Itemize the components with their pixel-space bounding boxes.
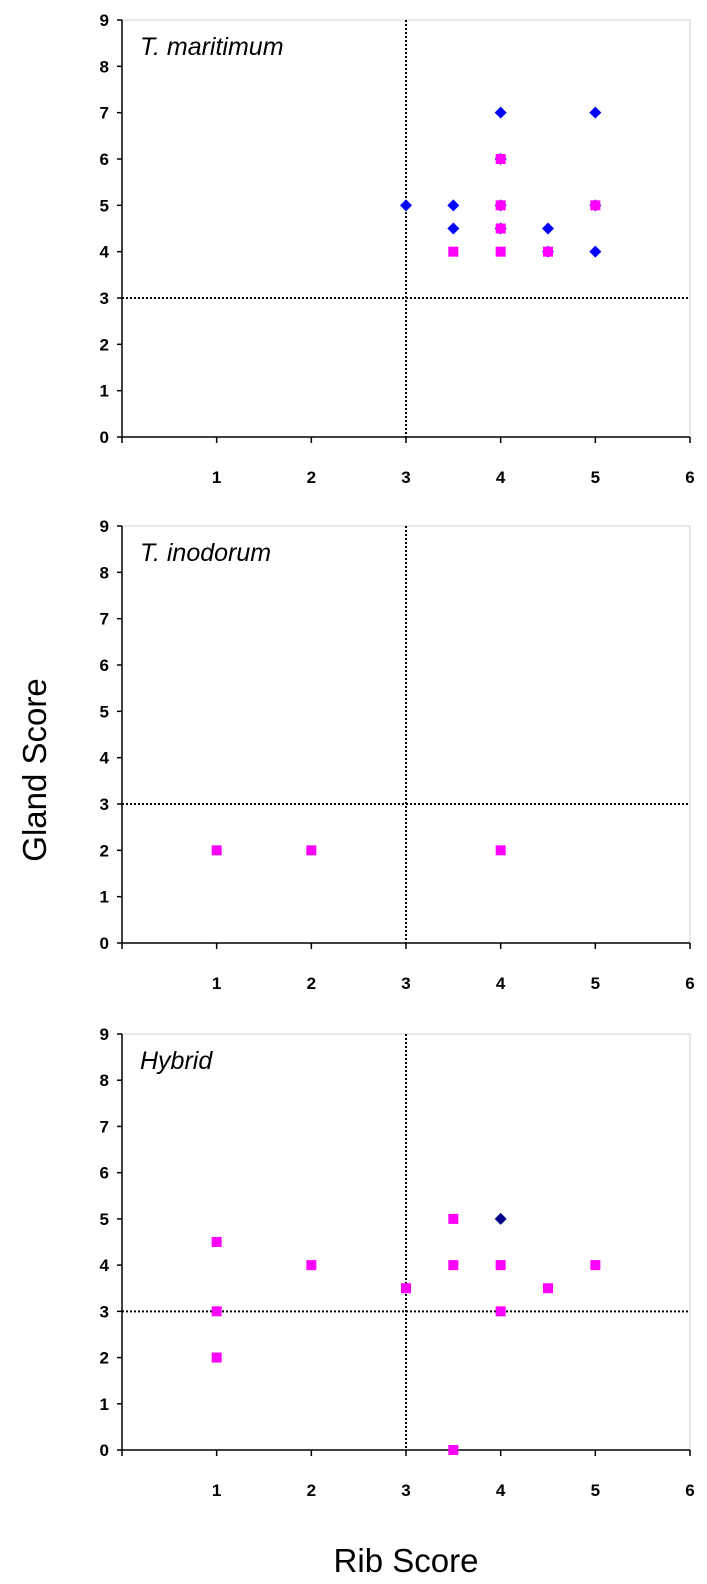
- x-tick-label: 2: [307, 1481, 316, 1500]
- panel-title: T. inodorum: [140, 539, 271, 567]
- y-tick-label: 6: [100, 150, 109, 169]
- x-tick-label: 4: [496, 974, 506, 993]
- x-tick-label: 4: [496, 1481, 506, 1500]
- panel-title: Hybrid: [140, 1047, 213, 1075]
- data-point: [494, 1212, 507, 1225]
- data-point: [448, 1213, 459, 1224]
- x-tick-label: 3: [401, 974, 410, 993]
- data-point: [495, 246, 506, 257]
- data-point: [495, 1306, 506, 1317]
- data-point: [448, 1260, 459, 1271]
- y-tick-label: 4: [100, 243, 110, 262]
- data-point: [590, 200, 601, 211]
- data-point: [211, 1352, 222, 1363]
- panel-1: 0 1 2 3 4 5 6 7 8 9 1 2 3 4 5 6 T. maritimum: [100, 11, 695, 487]
- data-point: [211, 1306, 222, 1317]
- data-point: [495, 845, 506, 856]
- y-tick-label: 1: [100, 888, 109, 907]
- x-tick-label: 2: [307, 974, 316, 993]
- y-tick-label: 7: [100, 104, 109, 123]
- data-point: [400, 199, 412, 212]
- data-point: [211, 1237, 222, 1247]
- x-tick-label: 6: [685, 974, 694, 993]
- series-2: [494, 1212, 507, 1225]
- data-point: [495, 200, 506, 211]
- y-tick-label: 1: [100, 382, 109, 401]
- data-point: [590, 1260, 601, 1271]
- y-tick-label: 8: [100, 57, 109, 76]
- panel-title: T. maritimum: [140, 33, 284, 61]
- panel-3: 0 1 2 3 4 5 6 7 8 9 1 2 3 4 5 6 Hybrid: [100, 1025, 695, 1500]
- x-tick-label: 2: [307, 468, 316, 487]
- y-tick-label: 3: [100, 795, 109, 814]
- y-tick-label: 8: [100, 563, 109, 582]
- y-tick-label: 2: [100, 335, 109, 354]
- y-tick-label: 6: [100, 656, 109, 675]
- x-tick-label: 3: [401, 1481, 410, 1500]
- data-point: [589, 245, 602, 258]
- x-tick-label: 5: [591, 468, 600, 487]
- data-point: [448, 246, 459, 257]
- y-axis-label: Gland Score: [16, 678, 53, 861]
- data-point: [495, 154, 506, 164]
- data-point: [211, 845, 222, 856]
- y-tick-label: 1: [100, 1395, 109, 1414]
- data-point: [495, 223, 506, 234]
- x-tick-label: 6: [685, 468, 694, 487]
- data-point: [448, 1445, 459, 1455]
- data-point: [495, 1260, 506, 1271]
- x-tick-label: 4: [496, 468, 506, 487]
- data-point: [306, 845, 317, 856]
- x-tick-label: 5: [591, 1481, 600, 1500]
- y-tick-label: 8: [100, 1071, 109, 1090]
- data-point: [542, 222, 554, 235]
- y-tick-label: 9: [100, 517, 109, 536]
- x-tick-label: 1: [212, 1481, 221, 1500]
- x-tick-label: 3: [401, 468, 410, 487]
- y-tick-label: 4: [100, 749, 110, 768]
- y-tick-label: 0: [100, 1441, 109, 1460]
- y-tick-label: 3: [100, 289, 109, 308]
- y-tick-label: 9: [100, 1025, 109, 1044]
- y-tick-label: 3: [100, 1302, 109, 1321]
- data-point: [589, 106, 602, 119]
- series-1: [211, 845, 506, 856]
- y-tick-label: 0: [100, 934, 109, 953]
- data-point: [401, 1283, 411, 1294]
- x-tick-label: 5: [591, 974, 600, 993]
- y-tick-label: 7: [100, 1117, 109, 1136]
- x-tick-label: 1: [212, 468, 221, 487]
- y-tick-label: 0: [100, 428, 109, 447]
- y-tick-label: 5: [100, 196, 109, 215]
- data-point: [543, 1283, 553, 1294]
- y-tick-label: 6: [100, 1164, 109, 1183]
- series-2: [448, 154, 601, 257]
- y-tick-label: 9: [100, 11, 109, 30]
- y-tick-label: 7: [100, 610, 109, 629]
- panel-2: 0 1 2 3 4 5 6 7 8 9 1 2 3 4 5 6 T. inodorum: [100, 517, 695, 993]
- data-point: [494, 106, 507, 119]
- y-tick-label: 2: [100, 841, 109, 860]
- y-tick-label: 4: [100, 1256, 110, 1275]
- y-tick-label: 2: [100, 1349, 109, 1368]
- data-point: [447, 222, 460, 235]
- y-tick-label: 5: [100, 1210, 109, 1229]
- x-tick-label: 6: [685, 1481, 694, 1500]
- data-point: [306, 1260, 317, 1271]
- data-point: [447, 199, 460, 212]
- data-point: [543, 246, 553, 257]
- y-tick-label: 5: [100, 702, 109, 721]
- x-tick-label: 1: [212, 974, 221, 993]
- panels: 0 1 2 3 4 5 6 7 8 9 1 2 3 4 5 6 T. maritimum 0 1 2 3 4 5 6 7 8 9 1 2…: [100, 11, 695, 1500]
- series-1: [211, 1213, 601, 1455]
- x-axis-label: Rib Score: [334, 1542, 479, 1579]
